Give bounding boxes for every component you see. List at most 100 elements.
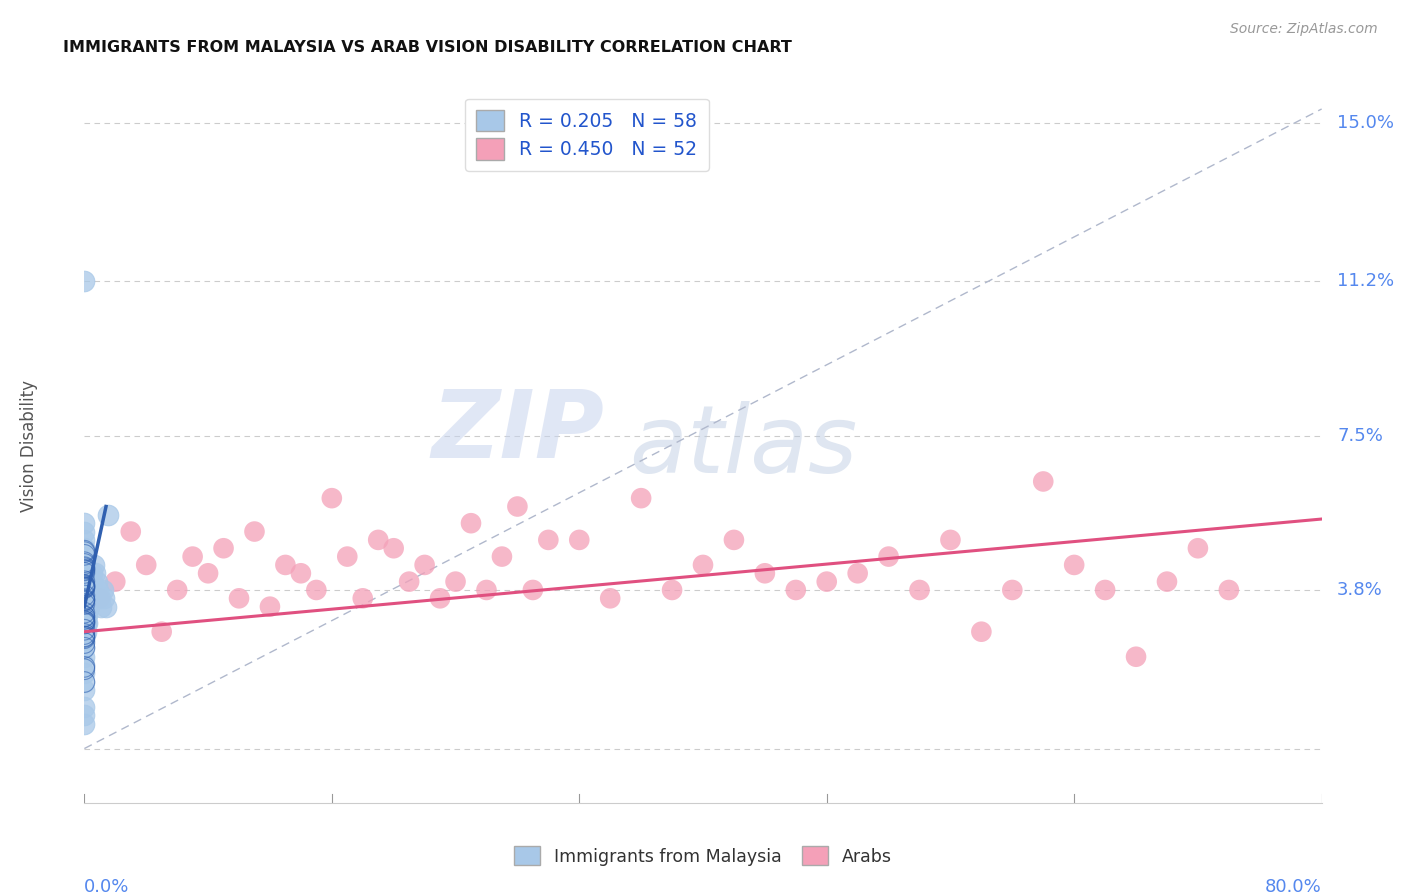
Point (630, 491, 652, 505)
Point (86, 574, 108, 589)
Point (166, 582, 188, 597)
Point (429, 591, 451, 606)
Point (398, 574, 420, 589)
Point (73, 548, 96, 562)
Point (73, 574, 96, 589)
Point (444, 574, 467, 589)
Point (73, 599, 96, 614)
Point (1032, 475, 1054, 489)
Point (73, 541, 96, 556)
Point (73, 558, 96, 572)
Point (91, 582, 114, 597)
Point (382, 541, 405, 556)
Point (754, 566, 776, 581)
Point (73, 716, 96, 731)
Point (259, 599, 281, 614)
Point (73, 641, 96, 656)
Point (1063, 558, 1085, 572)
Point (73, 533, 96, 547)
Point (877, 549, 900, 564)
Point (89, 591, 111, 606)
Text: ZIP: ZIP (432, 385, 605, 478)
Point (73, 683, 96, 698)
Text: 7.5%: 7.5% (1337, 426, 1384, 444)
Point (305, 582, 328, 597)
Point (76, 616, 98, 631)
Point (79, 574, 101, 589)
Point (846, 566, 869, 581)
Point (104, 574, 127, 589)
Point (1156, 574, 1178, 589)
Point (75, 591, 97, 606)
Point (76, 607, 98, 622)
Point (73, 581, 96, 595)
Point (537, 533, 560, 547)
Point (970, 624, 993, 639)
Point (73, 581, 96, 595)
Point (321, 491, 343, 505)
Point (90, 599, 112, 614)
Point (73, 699, 96, 714)
Text: 11.2%: 11.2% (1337, 272, 1395, 290)
Point (73, 630, 96, 644)
Point (73, 524, 96, 539)
Point (1125, 649, 1147, 664)
Point (73, 580, 96, 594)
Point (73, 591, 96, 606)
Point (73, 607, 96, 622)
Point (73, 563, 96, 577)
Point (181, 549, 204, 564)
Point (460, 516, 482, 531)
Text: Source: ZipAtlas.com: Source: ZipAtlas.com (1230, 22, 1378, 37)
Text: 80.0%: 80.0% (1265, 878, 1322, 892)
Point (73, 615, 96, 630)
Point (73, 614, 96, 628)
Point (73, 624, 96, 639)
Point (73, 564, 96, 578)
Point (73, 612, 96, 626)
Point (197, 566, 219, 581)
Point (692, 558, 714, 572)
Point (75, 616, 97, 631)
Legend: R = 0.205   N = 58, R = 0.450   N = 52: R = 0.205 N = 58, R = 0.450 N = 52 (465, 99, 709, 171)
Point (77, 591, 100, 606)
Point (73, 566, 96, 580)
Point (73, 636, 96, 650)
Point (413, 558, 436, 572)
Point (73, 557, 96, 571)
Point (76, 591, 98, 606)
Point (73, 609, 96, 624)
Text: IMMIGRANTS FROM MALAYSIA VS ARAB VISION DISABILITY CORRELATION CHART: IMMIGRANTS FROM MALAYSIA VS ARAB VISION … (63, 40, 792, 55)
Point (73, 660, 96, 674)
Point (73, 555, 96, 569)
Point (76, 599, 98, 614)
Point (73, 633, 96, 648)
Point (73, 593, 96, 607)
Point (73, 578, 96, 592)
Point (73, 593, 96, 607)
Point (73, 606, 96, 620)
Point (73, 560, 96, 574)
Point (568, 533, 591, 547)
Point (73, 582, 96, 597)
Point (89, 591, 111, 606)
Point (73, 579, 96, 593)
Point (290, 566, 312, 581)
Point (475, 582, 498, 597)
Point (82, 566, 104, 581)
Point (73, 578, 96, 592)
Point (94, 599, 117, 614)
Point (522, 582, 544, 597)
Point (785, 582, 807, 597)
Point (120, 524, 142, 539)
Point (73, 616, 96, 631)
Point (73, 543, 96, 558)
Point (150, 624, 173, 639)
Point (73, 666, 96, 681)
Point (73, 607, 96, 622)
Point (908, 582, 931, 597)
Point (228, 591, 250, 606)
Point (83, 558, 105, 572)
Point (506, 500, 529, 514)
Point (77, 599, 100, 614)
